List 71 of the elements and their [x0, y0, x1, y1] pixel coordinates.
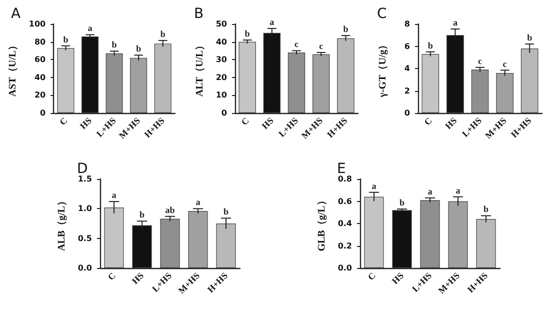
y-tick-label: 0.2 — [338, 241, 352, 250]
annotation: a — [428, 186, 433, 196]
annotation: a — [456, 185, 461, 196]
annotation: b — [139, 210, 145, 220]
annotation: b — [343, 24, 348, 34]
y-tick-label: 60 — [34, 55, 46, 64]
y-tick-label: 20 — [216, 72, 228, 82]
annotation: a — [452, 18, 458, 28]
annotation: b — [223, 206, 229, 217]
x-tick-label: HS — [130, 270, 146, 286]
annotation: a — [270, 16, 275, 27]
y-tick-label: 0 — [404, 108, 410, 118]
chart-title: D — [77, 161, 88, 177]
x-tick-label: C — [422, 115, 434, 128]
x-tick-label: HS — [390, 270, 406, 286]
y-tick-label: 100 — [28, 20, 46, 28]
y-tick-label: 0.4 — [338, 219, 352, 228]
annotation: b — [160, 28, 166, 39]
y-axis-title: AST（U/L） — [8, 40, 18, 97]
y-tick-label: 1.0 — [78, 204, 92, 214]
y-tick-label: 10 — [216, 90, 228, 100]
y-tick-label: 40 — [34, 72, 46, 82]
annotation: b — [63, 34, 68, 44]
x-tick-label: C — [106, 270, 118, 282]
annotation: b — [244, 28, 250, 39]
x-tick-label: C — [58, 115, 70, 128]
x-tick-label: C — [366, 270, 378, 282]
y-axis-title: γ-GT（U/g） — [378, 40, 388, 98]
chart-title: E — [337, 161, 346, 177]
chart-title: B — [194, 6, 204, 22]
y-tick-label: 6 — [404, 42, 410, 51]
y-tick-label: 0 — [40, 108, 46, 118]
annotation: c — [502, 59, 507, 70]
y-tick-label: 0.8 — [338, 174, 352, 184]
chart-title: A — [11, 6, 21, 22]
chart-title: C — [377, 6, 387, 22]
annotation: b — [483, 204, 489, 214]
y-tick-label: 0.6 — [338, 196, 352, 206]
annotation: b — [112, 40, 117, 50]
y-tick-label: 20 — [34, 90, 46, 100]
annotation: c — [294, 39, 298, 50]
y-tick-label: 8 — [404, 20, 410, 28]
y-tick-label: 0.0 — [338, 264, 352, 272]
y-axis-title: GLB（g/L） — [316, 196, 328, 252]
annotation: b — [136, 44, 142, 54]
annotation: c — [319, 40, 324, 51]
y-axis-title: ALT（U/L） — [194, 40, 206, 97]
y-tick-label: 30 — [216, 55, 228, 64]
annotation: a — [112, 190, 117, 200]
x-tick-label: HS — [78, 115, 94, 132]
y-tick-label: 0 — [221, 108, 228, 118]
y-tick-label: 50 — [216, 20, 228, 28]
annotation: b — [428, 40, 433, 50]
annotation: b — [527, 32, 532, 43]
y-tick-label: 4 — [404, 64, 410, 73]
x-tick-label: HS — [443, 115, 459, 132]
x-tick-label: C — [239, 115, 251, 128]
y-tick-label: 0.5 — [78, 234, 92, 243]
y-tick-label: 80 — [34, 37, 46, 46]
annotation: b — [399, 198, 405, 208]
annotation: a — [196, 197, 201, 208]
y-axis-title: ALB（g/L） — [56, 196, 68, 252]
y-tick-label: 1.5 — [78, 174, 92, 184]
y-tick-label: 40 — [216, 37, 228, 46]
annotation: ab — [165, 204, 175, 215]
x-tick-label: HS — [260, 115, 276, 132]
annotation: c — [478, 56, 482, 66]
annotation: a — [88, 23, 93, 34]
y-tick-label: 0.0 — [78, 264, 92, 272]
y-tick-label: 2 — [404, 86, 410, 96]
annotation: a — [372, 180, 377, 191]
